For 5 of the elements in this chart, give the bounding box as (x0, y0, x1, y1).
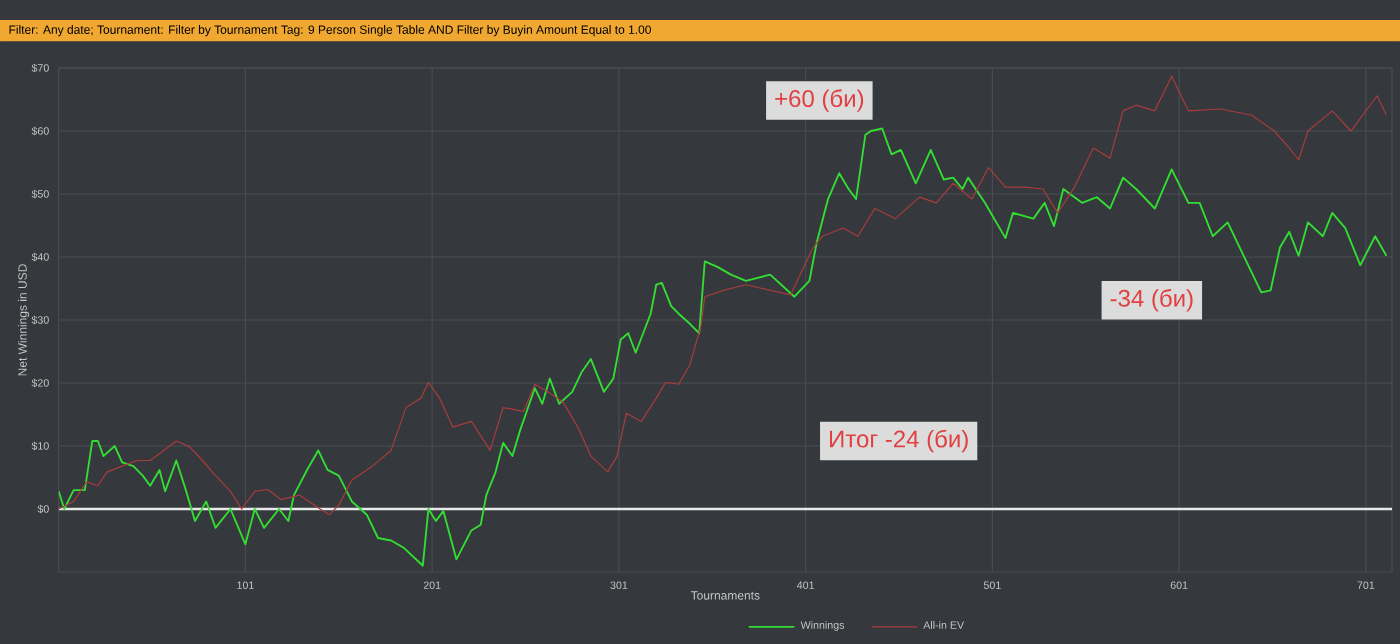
line-series (58, 127, 1388, 567)
annotation: +60 (би) (775, 89, 864, 112)
annotation: -34 (би) (1110, 289, 1193, 312)
annotation: Итог -24 (би) (830, 429, 968, 453)
line-series (58, 75, 1387, 516)
